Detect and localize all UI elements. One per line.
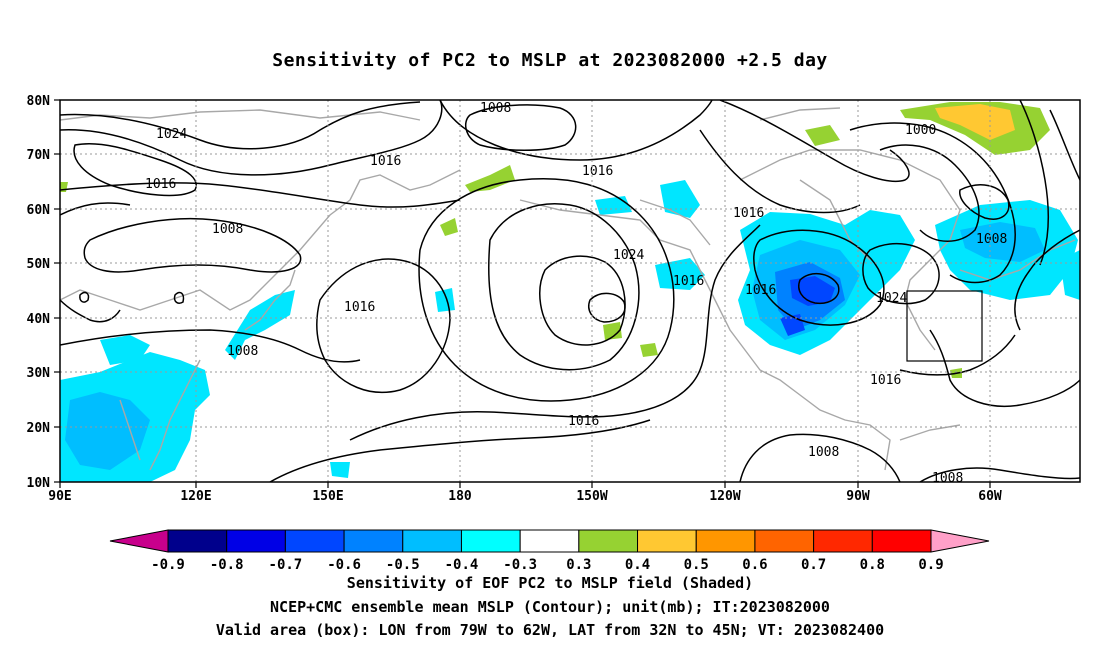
shade-east-asia — [100, 335, 150, 365]
contour-label: 1016 — [745, 283, 776, 298]
lon-label: 90W — [846, 489, 870, 504]
contour-labels: 1008 1024 1016 1016 1008 1016 1016 1008 … — [145, 101, 1007, 486]
colorbar-label: -0.6 — [327, 557, 361, 573]
colorbar-swatch — [167, 529, 228, 553]
colorbar-label: -0.3 — [503, 557, 537, 573]
mslp-contours — [60, 100, 1080, 482]
shade-south-asia-inner — [65, 392, 150, 470]
lon-label: 120E — [180, 489, 211, 504]
lat-label: 80N — [27, 94, 51, 109]
lon-label: 60W — [978, 489, 1002, 504]
lat-label: 60N — [27, 203, 51, 218]
contour-label: 1008 — [976, 232, 1007, 247]
contour-label: 1016 — [568, 414, 599, 429]
contour-label: 1016 — [145, 177, 176, 192]
contour-label: 1016 — [733, 206, 764, 221]
lon-label: 90E — [48, 489, 71, 504]
colorbar-label: -0.4 — [445, 557, 479, 573]
contour-label: 1016 — [344, 300, 375, 315]
colorbar-swatch — [519, 529, 580, 553]
colorbar-swatch — [343, 529, 404, 553]
shade-na-inner — [960, 222, 1045, 262]
colorbar-label: 0.5 — [684, 557, 709, 573]
shade-arctic-green — [805, 125, 840, 146]
lat-label: 10N — [27, 476, 51, 491]
lon-label: 150E — [312, 489, 343, 504]
contour-label: 1008 — [808, 445, 839, 460]
colorbar-swatch — [813, 529, 873, 553]
colorbar-label: 0.6 — [742, 557, 767, 573]
lat-label: 30N — [27, 366, 51, 381]
lat-label: 20N — [27, 421, 51, 436]
shade-greenland-yellow — [935, 104, 1015, 140]
colorbar-swatch — [695, 529, 756, 553]
contour-label: 1016 — [370, 154, 401, 169]
shade-japan — [225, 290, 295, 360]
colorbar-label: 0.7 — [801, 557, 826, 573]
map-frame-content: 1008 1024 1016 1016 1008 1016 1016 1008 … — [60, 100, 1080, 486]
colorbar-arrow-high — [930, 529, 990, 553]
contour-label: 1016 — [673, 274, 704, 289]
colorbar-label: 0.3 — [566, 557, 591, 573]
shade-na-deep — [790, 276, 835, 306]
shade-bering-green — [440, 218, 458, 236]
colorbar-swatch — [402, 529, 462, 553]
caption-valid-area: Valid area (box): LON from 79W to 62W, L… — [215, 621, 885, 639]
longitude-labels: 90E 120E 150E 180 150W 120W 90W 60W — [48, 489, 1002, 504]
colorbar: -0.9 -0.8 -0.7 -0.6 -0.5 -0.4 -0.3 0.3 0.4 0.5 0.6… — [109, 529, 990, 573]
contour-label: 1024 — [613, 248, 644, 263]
shade-pacific-3 — [655, 258, 705, 290]
colorbar-swatch — [754, 529, 815, 553]
lat-label: 70N — [27, 148, 51, 163]
contour-label: 1024 — [156, 127, 187, 142]
lon-label: 180 — [448, 489, 472, 504]
shade-pacific-green — [603, 322, 622, 340]
colorbar-swatch — [460, 529, 521, 553]
coastlines — [60, 107, 1076, 471]
colorbar-arrow-low — [109, 529, 169, 553]
colorbar-label: -0.5 — [386, 557, 420, 573]
colorbar-swatch — [637, 529, 697, 553]
valid-area-box — [906, 290, 983, 362]
contour-label: 1016 — [582, 164, 613, 179]
contour-label: 1024 — [876, 291, 907, 306]
colorbar-label: 0.8 — [860, 557, 885, 573]
lon-label: 150W — [576, 489, 607, 504]
shade-pacific-1 — [435, 288, 455, 312]
lat-label: 40N — [27, 312, 51, 327]
grid-lines — [60, 100, 1080, 482]
colorbar-swatch — [284, 529, 345, 553]
shade-pacific-green2 — [640, 343, 658, 357]
contour-label: 1008 — [227, 344, 258, 359]
contour-label: 1008 — [932, 471, 963, 486]
contour-label: 1008 — [212, 222, 243, 237]
colorbar-label: 0.9 — [918, 557, 943, 573]
tick-marks — [54, 99, 991, 488]
shade-alaska-1 — [595, 196, 632, 215]
colorbar-swatch — [226, 529, 286, 553]
colorbar-label: -0.8 — [210, 557, 244, 573]
shade-alaska-2 — [660, 180, 700, 218]
caption-shading: Sensitivity of EOF PC2 to MSLP field (Sh… — [346, 574, 754, 592]
colorbar-swatch — [871, 529, 932, 553]
map-title: Sensitivity of PC2 to MSLP at 2023082000… — [272, 50, 828, 71]
map-frame — [59, 99, 1081, 483]
shade-siberia-green — [465, 165, 515, 192]
lon-label: 120W — [709, 489, 740, 504]
colorbar-swatch — [578, 529, 639, 553]
contour-label: 1008 — [480, 101, 511, 116]
shade-pacific-2 — [330, 462, 350, 478]
lat-label: 50N — [27, 257, 51, 272]
colorbar-label: -0.9 — [151, 557, 185, 573]
latitude-labels: 80N 70N 60N 50N 40N 30N 20N 10N — [27, 94, 51, 491]
colorbar-label: -0.7 — [269, 557, 303, 573]
caption-contour: NCEP+CMC ensemble mean MSLP (Contour); u… — [270, 598, 830, 616]
colorbar-label: 0.4 — [625, 557, 650, 573]
contour-label: 1000 — [905, 123, 936, 138]
contour-label: 1016 — [870, 373, 901, 388]
